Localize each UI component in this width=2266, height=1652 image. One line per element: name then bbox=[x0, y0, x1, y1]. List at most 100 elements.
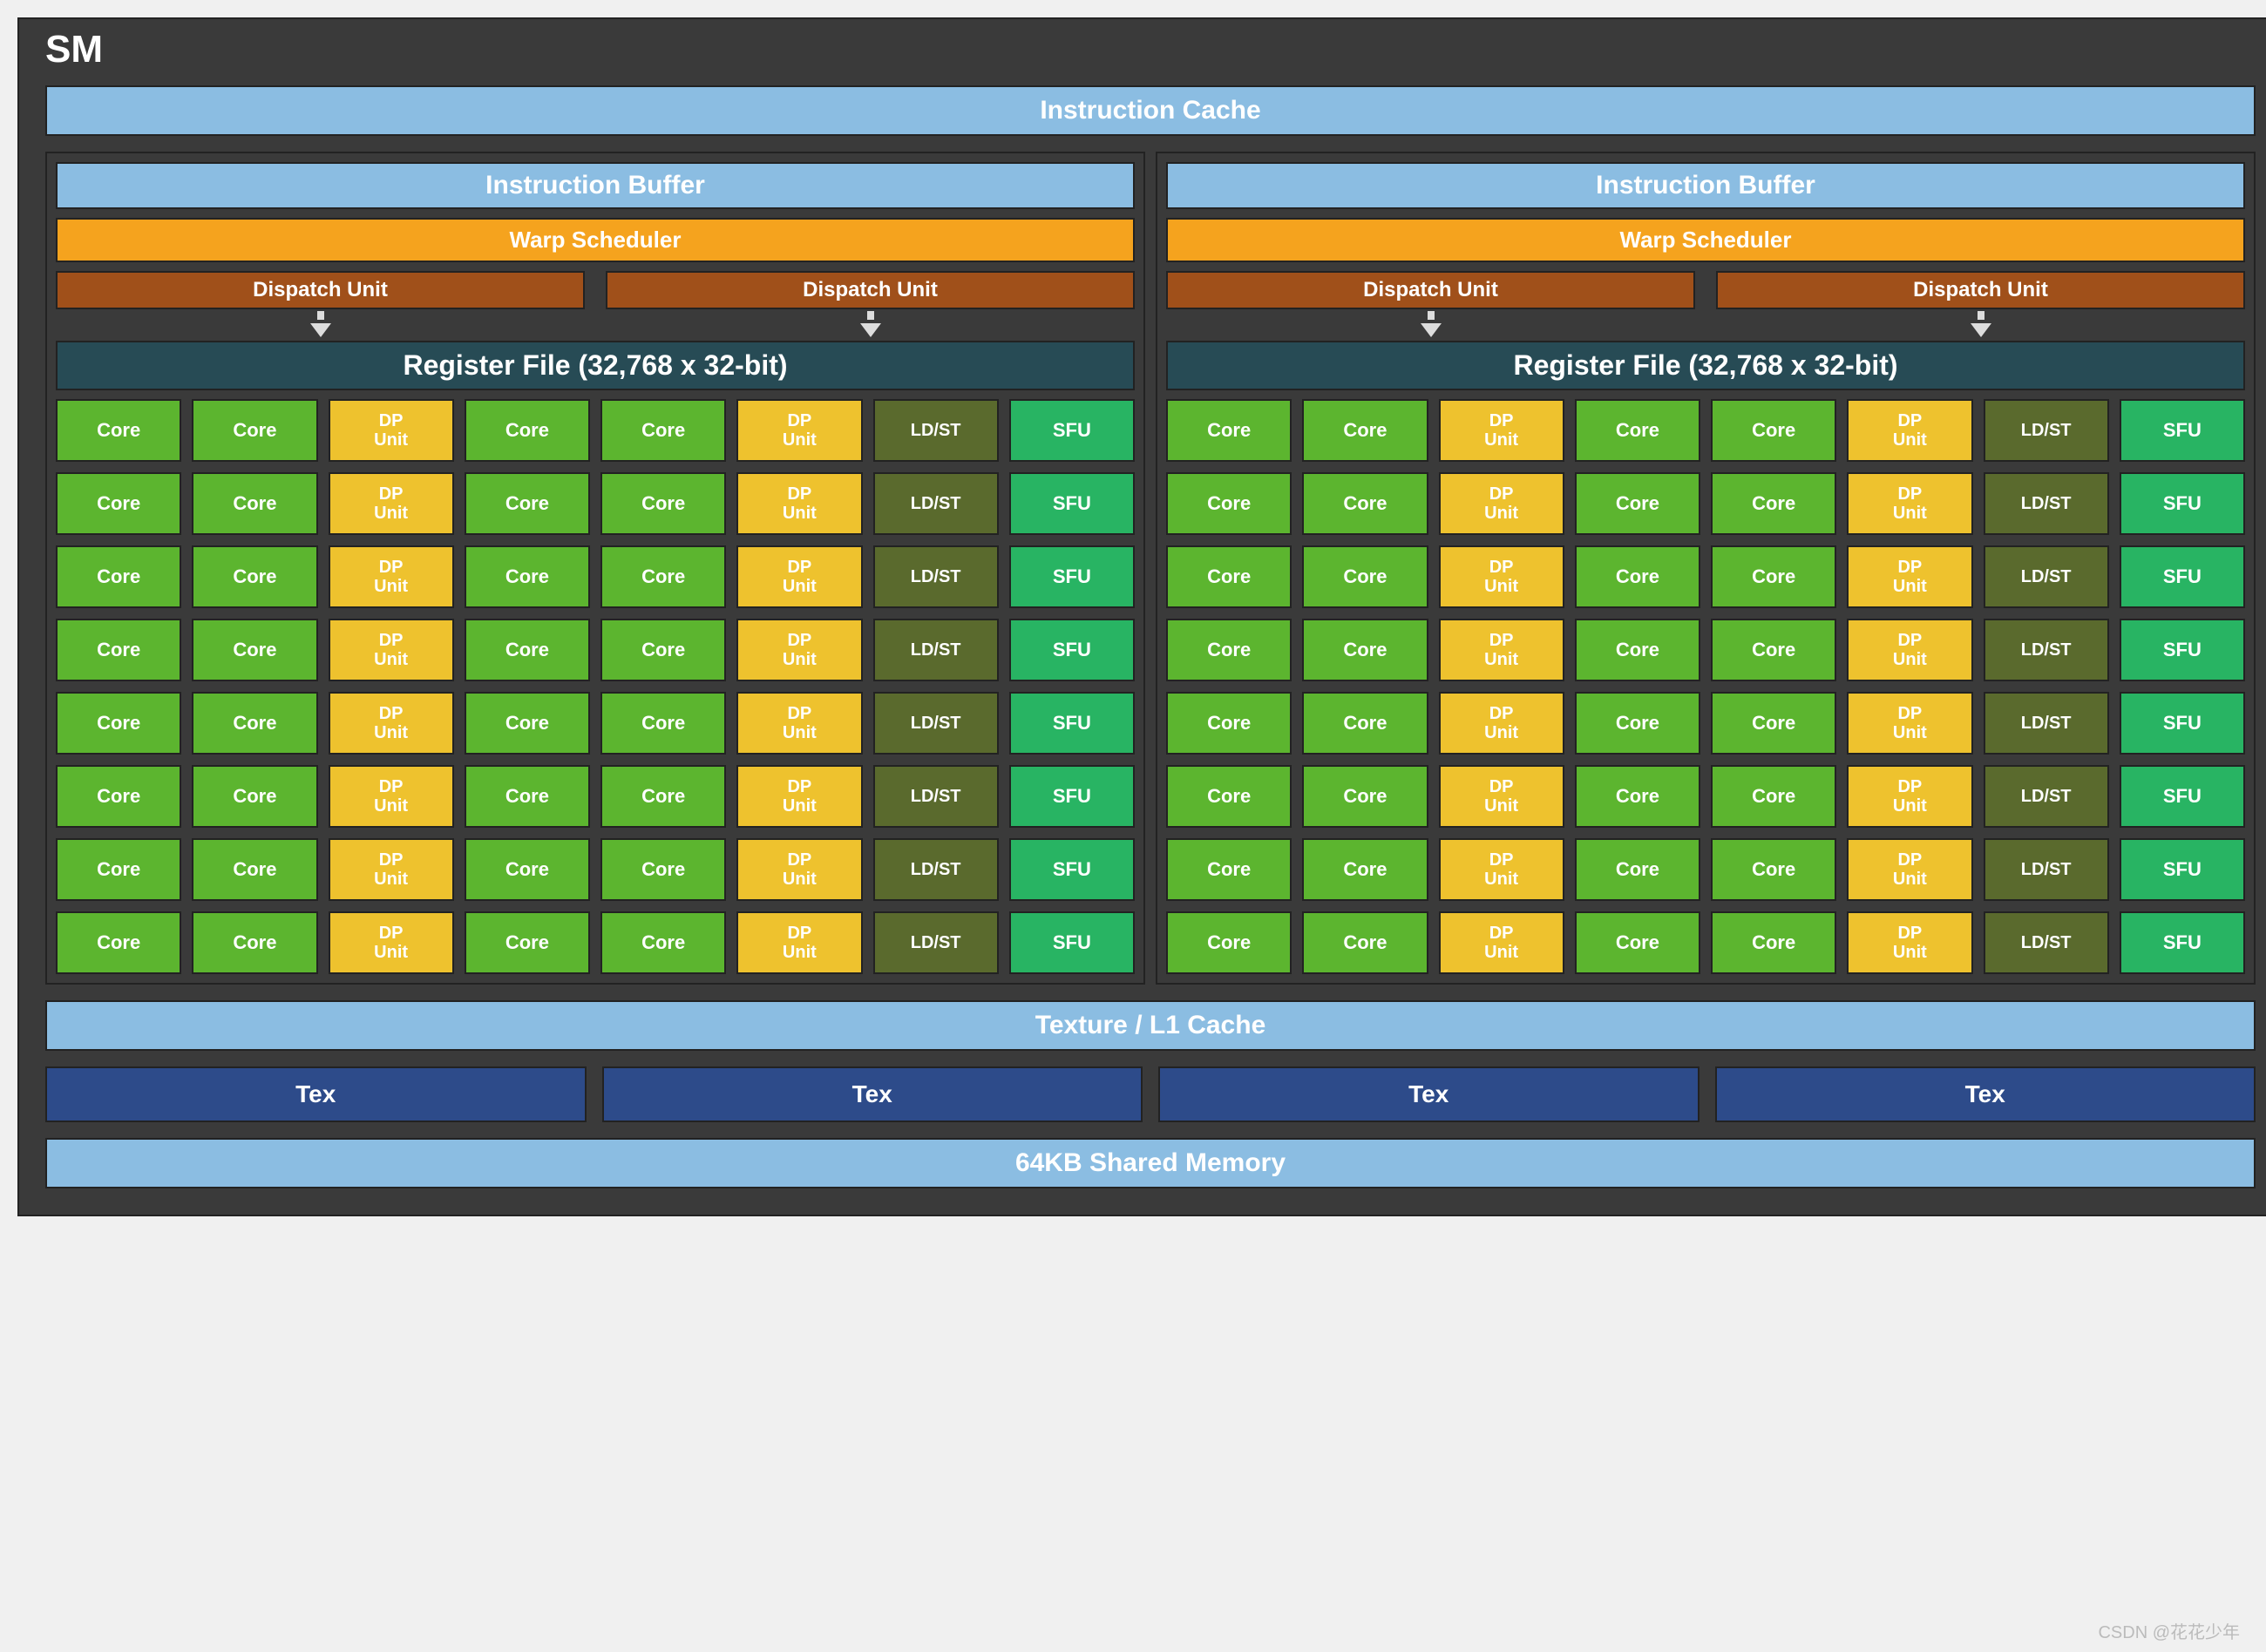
dispatch-unit: Dispatch Unit bbox=[1166, 271, 1695, 309]
sm-title: SM bbox=[45, 19, 2256, 85]
core-unit: Core bbox=[465, 399, 590, 462]
sfu-unit: SFU bbox=[1009, 545, 1135, 608]
dp-unit: DPUnit bbox=[329, 545, 454, 608]
sfu-unit: SFU bbox=[2120, 692, 2245, 755]
core-unit: Core bbox=[1302, 472, 1428, 535]
sfu-unit: SFU bbox=[2120, 838, 2245, 901]
shared-memory-bar: 64KB Shared Memory bbox=[45, 1138, 2256, 1188]
ldst-unit: LD/ST bbox=[873, 911, 999, 974]
ldst-unit: LD/ST bbox=[1984, 838, 2109, 901]
core-unit: Core bbox=[1166, 692, 1292, 755]
dp-unit: DPUnit bbox=[736, 472, 862, 535]
core-unit: Core bbox=[1302, 765, 1428, 828]
sfu-unit: SFU bbox=[2120, 619, 2245, 681]
arrow-down-icon bbox=[867, 311, 874, 320]
dp-unit: DPUnit bbox=[329, 838, 454, 901]
core-unit: Core bbox=[1711, 619, 1836, 681]
ldst-unit: LD/ST bbox=[1984, 619, 2109, 681]
dispatch-unit: Dispatch Unit bbox=[606, 271, 1135, 309]
sm-subblock: Instruction BufferWarp SchedulerDispatch… bbox=[1156, 152, 2256, 985]
sfu-unit: SFU bbox=[2120, 472, 2245, 535]
arrow-down-icon bbox=[1978, 311, 1984, 320]
dispatch-column: Dispatch Unit bbox=[606, 271, 1135, 341]
dp-unit: DPUnit bbox=[1439, 838, 1564, 901]
core-unit: Core bbox=[192, 692, 317, 755]
register-file-bar: Register File (32,768 x 32-bit) bbox=[56, 341, 1135, 390]
sfu-unit: SFU bbox=[1009, 399, 1135, 462]
sfu-unit: SFU bbox=[1009, 911, 1135, 974]
core-unit: Core bbox=[1302, 838, 1428, 901]
core-unit: Core bbox=[1575, 545, 1700, 608]
core-unit: Core bbox=[1166, 399, 1292, 462]
instruction-buffer-bar: Instruction Buffer bbox=[1166, 162, 2245, 209]
dispatch-column: Dispatch Unit bbox=[1166, 271, 1695, 341]
arrow-down-icon bbox=[1421, 323, 1442, 337]
sfu-unit: SFU bbox=[1009, 472, 1135, 535]
tex-unit: Tex bbox=[45, 1066, 587, 1122]
tex-units-row: TexTexTexTex bbox=[45, 1066, 2256, 1122]
ldst-unit: LD/ST bbox=[873, 692, 999, 755]
dp-unit: DPUnit bbox=[1439, 472, 1564, 535]
core-unit: Core bbox=[56, 765, 181, 828]
core-unit: Core bbox=[56, 838, 181, 901]
sfu-unit: SFU bbox=[1009, 765, 1135, 828]
core-row: CoreCoreDPUnitCoreCoreDPUnitLD/STSFU bbox=[56, 545, 1135, 608]
dispatch-unit: Dispatch Unit bbox=[1716, 271, 2245, 309]
sfu-unit: SFU bbox=[1009, 692, 1135, 755]
core-unit: Core bbox=[56, 399, 181, 462]
core-unit: Core bbox=[192, 472, 317, 535]
sfu-unit: SFU bbox=[2120, 399, 2245, 462]
core-unit: Core bbox=[192, 619, 317, 681]
core-unit: Core bbox=[600, 911, 726, 974]
sm-container: SM Instruction Cache Instruction BufferW… bbox=[17, 17, 2266, 1216]
ldst-unit: LD/ST bbox=[1984, 765, 2109, 828]
subblocks-row: Instruction BufferWarp SchedulerDispatch… bbox=[45, 152, 2256, 985]
core-row: CoreCoreDPUnitCoreCoreDPUnitLD/STSFU bbox=[1166, 911, 2245, 974]
core-unit: Core bbox=[600, 472, 726, 535]
core-unit: Core bbox=[192, 399, 317, 462]
core-unit: Core bbox=[465, 911, 590, 974]
core-row: CoreCoreDPUnitCoreCoreDPUnitLD/STSFU bbox=[56, 838, 1135, 901]
arrow-down-icon bbox=[1971, 323, 1991, 337]
dp-unit: DPUnit bbox=[736, 765, 862, 828]
watermark-text: CSDN @花花少年 bbox=[2098, 1618, 2240, 1643]
core-row: CoreCoreDPUnitCoreCoreDPUnitLD/STSFU bbox=[56, 692, 1135, 755]
core-unit: Core bbox=[600, 545, 726, 608]
core-unit: Core bbox=[192, 838, 317, 901]
core-unit: Core bbox=[1575, 399, 1700, 462]
core-unit: Core bbox=[1711, 765, 1836, 828]
core-unit: Core bbox=[1166, 619, 1292, 681]
core-unit: Core bbox=[56, 692, 181, 755]
instruction-cache-bar: Instruction Cache bbox=[45, 85, 2256, 136]
core-row: CoreCoreDPUnitCoreCoreDPUnitLD/STSFU bbox=[1166, 765, 2245, 828]
tex-unit: Tex bbox=[1715, 1066, 2256, 1122]
ldst-unit: LD/ST bbox=[873, 838, 999, 901]
core-unit: Core bbox=[600, 838, 726, 901]
core-row: CoreCoreDPUnitCoreCoreDPUnitLD/STSFU bbox=[1166, 472, 2245, 535]
dp-unit: DPUnit bbox=[1847, 692, 1972, 755]
ldst-unit: LD/ST bbox=[1984, 472, 2109, 535]
ldst-unit: LD/ST bbox=[1984, 911, 2109, 974]
core-unit: Core bbox=[1575, 472, 1700, 535]
dp-unit: DPUnit bbox=[329, 619, 454, 681]
sfu-unit: SFU bbox=[2120, 911, 2245, 974]
core-unit: Core bbox=[1711, 545, 1836, 608]
ldst-unit: LD/ST bbox=[873, 399, 999, 462]
core-row: CoreCoreDPUnitCoreCoreDPUnitLD/STSFU bbox=[56, 399, 1135, 462]
dp-unit: DPUnit bbox=[736, 911, 862, 974]
core-unit: Core bbox=[1166, 472, 1292, 535]
core-unit: Core bbox=[1575, 619, 1700, 681]
dp-unit: DPUnit bbox=[329, 399, 454, 462]
core-unit: Core bbox=[1302, 619, 1428, 681]
core-row: CoreCoreDPUnitCoreCoreDPUnitLD/STSFU bbox=[1166, 838, 2245, 901]
core-row: CoreCoreDPUnitCoreCoreDPUnitLD/STSFU bbox=[56, 619, 1135, 681]
core-unit: Core bbox=[465, 545, 590, 608]
core-unit: Core bbox=[1166, 838, 1292, 901]
tex-unit: Tex bbox=[602, 1066, 1143, 1122]
core-unit: Core bbox=[1575, 911, 1700, 974]
core-unit: Core bbox=[1166, 911, 1292, 974]
dp-unit: DPUnit bbox=[1847, 911, 1972, 974]
dp-unit: DPUnit bbox=[1439, 911, 1564, 974]
core-unit: Core bbox=[465, 619, 590, 681]
ldst-unit: LD/ST bbox=[873, 545, 999, 608]
